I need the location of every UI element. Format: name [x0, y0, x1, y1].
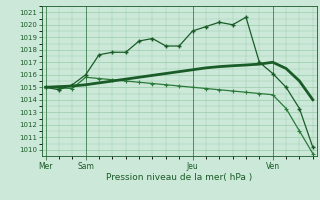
X-axis label: Pression niveau de la mer( hPa ): Pression niveau de la mer( hPa ) [106, 173, 252, 182]
